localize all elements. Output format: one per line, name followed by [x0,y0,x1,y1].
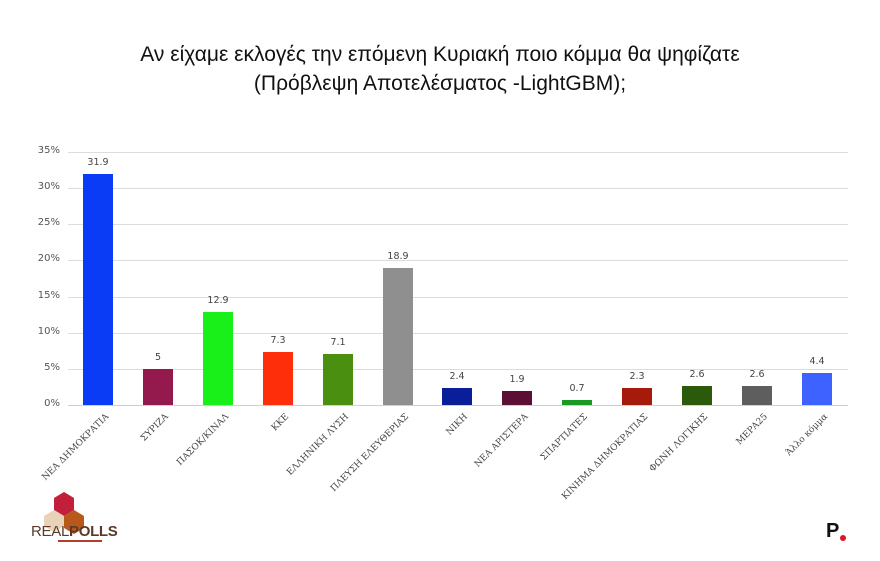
gridline [68,333,848,334]
bar [442,388,472,405]
realpolls-tagline [58,540,102,542]
gridline [68,152,848,153]
bar [502,391,532,405]
x-axis-category-label: ΣΠΑΡΤΙΑΤΕΣ [539,412,590,463]
bar-value-label: 12.9 [207,295,229,306]
p-brand-dot-icon [840,535,846,541]
gridline [68,260,848,261]
bar [263,352,293,405]
bar-value-label: 7.1 [330,337,346,348]
bar [802,373,832,405]
chart-title: Αν είχαμε εκλογές την επόμενη Κυριακή πο… [0,40,880,98]
bar [682,386,712,405]
gridline [68,405,848,406]
bar [203,312,233,405]
x-axis-category-label: ΕΛΛΗΝΙΚΗ ΛΥΣΗ [285,412,352,478]
bar-value-label: 2.6 [689,369,705,380]
y-axis-tick-label: 30% [37,181,60,192]
bar-value-label: 2.3 [629,371,645,382]
chart-title-line2: (Πρόβλεψη Αποτελέσματος -LightGBM); [253,72,627,95]
bar [83,174,113,405]
x-axis-category-label: ΦΩΝΗ ΛΟΓΙΚΗΣ [647,412,711,475]
bar [562,400,592,405]
bar-value-label: 1.9 [509,374,525,385]
x-axis-category-label: ΝΕΑ ΑΡΙΣΤΕΡΑ [472,412,531,470]
bar-value-label: 2.6 [749,369,765,380]
x-axis-category-label: ΝΙΚΗ [444,412,471,438]
realpolls-logo-icon [44,492,84,534]
bar-value-label: 5 [154,352,162,363]
bar [742,386,772,405]
y-axis-tick-label: 5% [44,362,60,373]
y-axis-tick-label: 15% [37,290,60,301]
bar-value-label: 4.4 [809,356,825,367]
bar [323,354,353,405]
gridline [68,297,848,298]
bar-value-label: 0.7 [569,383,585,394]
x-axis-category-label: ΣΥΡΙΖΑ [139,412,171,444]
x-axis-category-label: ΚΚΕ [269,412,292,434]
y-axis-tick-label: 10% [37,326,60,337]
bar-value-label: 7.3 [270,335,286,346]
x-axis-category-label: ΠΑΣΟΚ/ΚΙΝΑΛ [175,412,232,468]
bar-value-label: 2.4 [449,371,465,382]
y-axis-tick-label: 20% [37,253,60,264]
bar-value-label: 18.9 [387,251,409,262]
x-axis-category-label: ΜΕΡΑ25 [734,412,770,448]
realpolls-logo-text: REALPOLLS [31,523,118,540]
gridline [68,224,848,225]
p-brand-logo: P [826,520,840,542]
y-axis-tick-label: 0% [44,398,60,409]
bar [622,388,652,405]
y-axis-tick-label: 25% [37,217,60,228]
y-axis-tick-label: 35% [37,145,60,156]
x-axis-category-label: ΝΕΑ ΔΗΜΟΚΡΑΤΙΑ [40,412,112,483]
gridline [68,188,848,189]
bar [383,268,413,405]
bar [143,369,173,405]
chart-title-line1: Αν είχαμε εκλογές την επόμενη Κυριακή πο… [140,43,740,66]
x-axis-category-label: Άλλο κόμμα [784,412,831,458]
gridline [68,369,848,370]
bar-value-label: 31.9 [87,157,109,168]
